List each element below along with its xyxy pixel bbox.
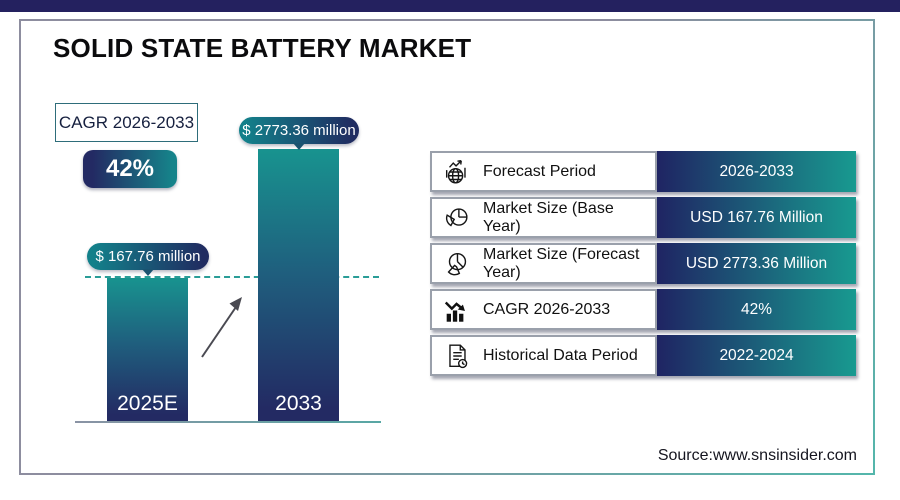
page-title: SOLID STATE BATTERY MARKET <box>53 33 472 63</box>
growth-arrow-icon <box>201 297 242 358</box>
content-frame: SOLID STATE BATTERY MARKET CAGR 2026-203… <box>19 19 875 475</box>
table-value-cell: 42% <box>657 289 856 330</box>
table-value-cell: USD 167.76 Million <box>657 197 856 238</box>
top-accent-bar <box>0 0 900 12</box>
cagr-period-box: CAGR 2026-2033 <box>55 103 198 142</box>
bar-chart-growth-icon <box>444 301 465 322</box>
bar-2025: 2025E <box>107 278 188 422</box>
table-row: Historical Data Period 2022-2024 <box>430 335 856 376</box>
bar-category-label: 2025E <box>117 392 178 415</box>
bar-value-text-2033: $ 2773.36 million <box>242 122 356 139</box>
table-row: Market Size (Base Year) USD 167.76 Milli… <box>430 197 856 238</box>
source-text: Source:www.snsinsider.com <box>657 447 857 464</box>
table-value-cell: 2026-2033 <box>657 151 856 192</box>
cagr-value-badge: 42% <box>83 150 177 188</box>
bar-2033: 2033 <box>258 149 339 422</box>
table-label: Market Size (Forecast Year) <box>483 245 640 281</box>
pie-chart-icon <box>447 252 467 275</box>
table-value-cell: 2022-2024 <box>657 335 856 376</box>
document-clock-icon <box>449 344 468 368</box>
table-label-cell: Forecast Period <box>430 151 657 192</box>
table-label: Market Size (Base Year) <box>483 199 614 235</box>
pie-chart-icon <box>445 207 468 226</box>
table-label: CAGR 2026-2033 <box>483 300 611 318</box>
table-row: CAGR 2026-2033 42% <box>430 289 856 330</box>
table-label: Forecast Period <box>483 162 596 180</box>
table-label: Historical Data Period <box>483 346 638 364</box>
table-label-cell: Market Size (Base Year) <box>430 197 657 238</box>
info-table: Forecast Period 2026-2033 Market Size (B… <box>430 151 856 381</box>
bar-value-callout-2025: $ 167.76 million <box>87 243 209 276</box>
table-label-cell: Market Size (Forecast Year) <box>430 243 657 284</box>
table-label-cell: CAGR 2026-2033 <box>430 289 657 330</box>
table-row: Market Size (Forecast Year) USD 2773.36 … <box>430 243 856 284</box>
bar-value-callout-2033: $ 2773.36 million <box>239 117 359 150</box>
table-value-cell: USD 2773.36 Million <box>657 243 856 284</box>
bar-value-text-2025: $ 167.76 million <box>95 248 201 265</box>
globe-growth-icon <box>445 159 466 183</box>
reference-dashed-line <box>85 276 379 278</box>
cagr-period-label: CAGR 2026-2033 <box>58 112 195 132</box>
chart-baseline <box>75 421 381 423</box>
table-label-cell: Historical Data Period <box>430 335 657 376</box>
table-row: Forecast Period 2026-2033 <box>430 151 856 192</box>
bar-category-label: 2033 <box>275 392 322 415</box>
